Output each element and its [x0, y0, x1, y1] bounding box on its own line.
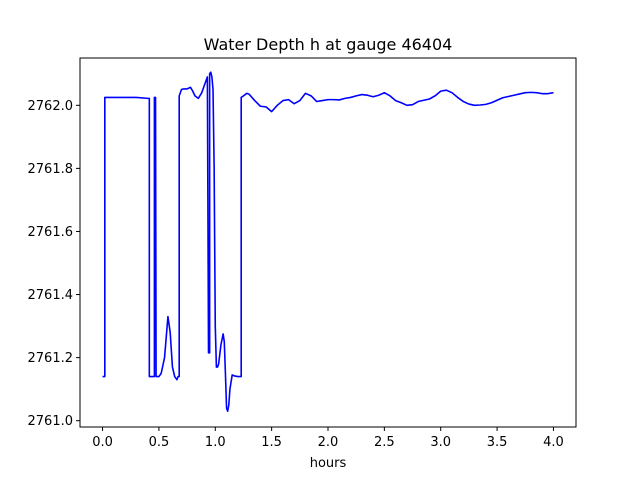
- y-axis: 2761.0 2761.2 2761.4 2761.6 2761.8 2762.0: [28, 99, 80, 429]
- x-axis: 0.0 0.5 1.0 1.5 2.0 2.5 3.0 3.5 4.0: [92, 427, 564, 450]
- x-tick-label: 1.5: [261, 435, 282, 450]
- x-tick-label: 4.0: [543, 435, 564, 450]
- x-tick-label: 2.5: [374, 435, 395, 450]
- y-tick-label: 2761.4: [28, 288, 74, 303]
- y-tick-label: 2762.0: [28, 99, 74, 114]
- x-tick-label: 0.5: [149, 435, 170, 450]
- y-tick-label: 2761.0: [28, 414, 74, 429]
- chart-title: Water Depth h at gauge 46404: [204, 35, 453, 54]
- x-tick-label: 2.0: [318, 435, 339, 450]
- y-tick-label: 2761.2: [28, 351, 74, 366]
- y-tick-label: 2761.8: [28, 162, 74, 177]
- y-tick-label: 2761.6: [28, 225, 74, 240]
- series-layer: [102, 71, 554, 413]
- x-tick-label: 0.0: [92, 435, 113, 450]
- x-axis-label: hours: [310, 456, 347, 471]
- x-tick-label: 1.0: [205, 435, 226, 450]
- x-tick-label: 3.5: [487, 435, 508, 450]
- x-tick-label: 3.0: [430, 435, 451, 450]
- series-line: [102, 71, 554, 413]
